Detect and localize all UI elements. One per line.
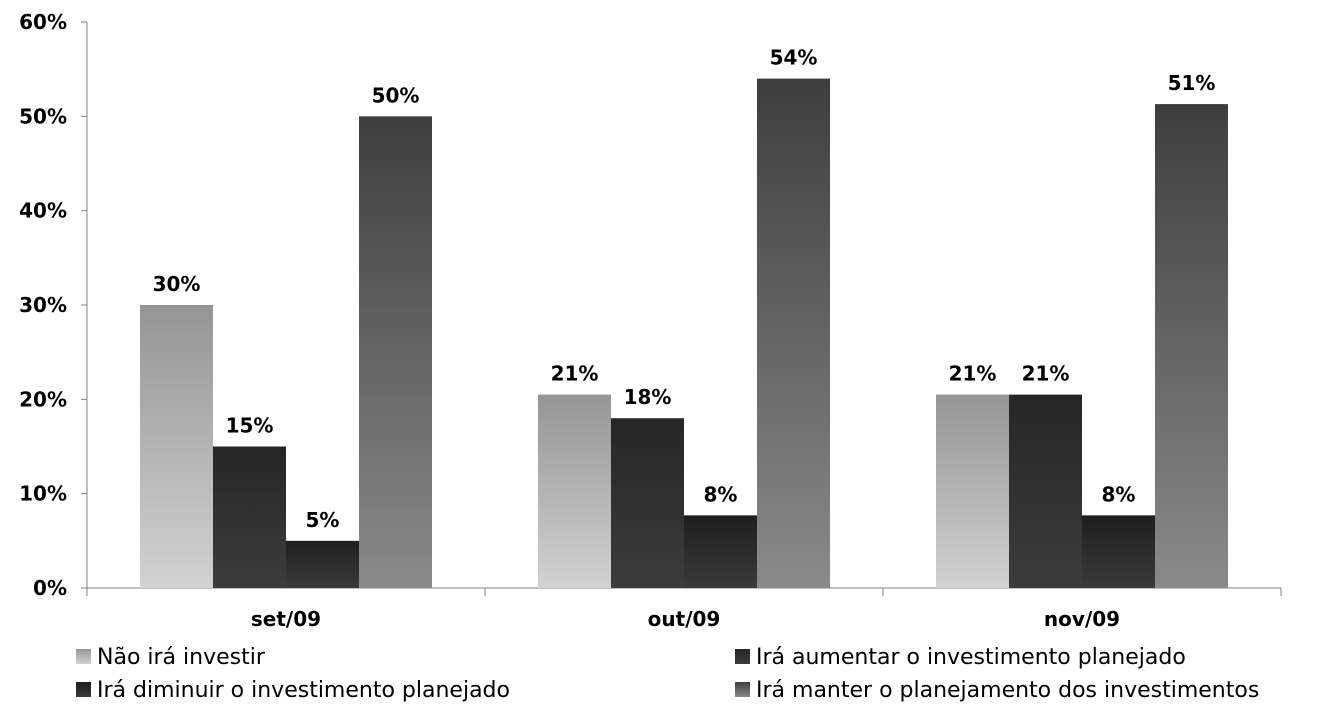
- legend: Não irá investir Irá aumentar o investime…: [76, 645, 1259, 703]
- x-category-label: out/09: [648, 607, 721, 631]
- bars: [140, 78, 1228, 588]
- data-label: 8%: [1102, 482, 1136, 506]
- x-category-label: set/09: [251, 607, 321, 631]
- legend-label: Irá aumentar o investimento planejado: [756, 645, 1186, 670]
- bar: [684, 515, 757, 588]
- legend-item: Não irá investir: [76, 645, 266, 670]
- bar: [757, 78, 830, 588]
- data-label: 54%: [770, 46, 818, 70]
- data-label: 21%: [1022, 362, 1070, 386]
- data-label: 15%: [226, 414, 274, 438]
- y-tick-label: 20%: [19, 387, 67, 411]
- x-category-label: nov/09: [1044, 607, 1120, 631]
- y-tick-label: 10%: [19, 482, 67, 506]
- bar: [1082, 515, 1155, 588]
- legend-item: Irá diminuir o investimento planejado: [76, 678, 510, 703]
- legend-item: Irá manter o planejamento dos investimen…: [735, 678, 1259, 703]
- y-tick-label: 0%: [33, 576, 67, 600]
- legend-swatch: [735, 649, 750, 664]
- data-label: 50%: [372, 83, 420, 107]
- bar: [286, 540, 359, 588]
- bar: [538, 394, 611, 588]
- data-label: 21%: [551, 362, 599, 386]
- bar: [1009, 394, 1082, 588]
- data-label: 18%: [624, 385, 672, 409]
- legend-swatch: [76, 682, 91, 697]
- legend-item: Irá aumentar o investimento planejado: [735, 645, 1186, 670]
- y-tick-label: 30%: [19, 293, 67, 317]
- bar: [359, 116, 432, 588]
- data-labels: 30% 15% 5% 50% 21% 18% 8% 54% 21% 21% 8% 51%: [153, 46, 1216, 532]
- y-tick-label: 60%: [19, 10, 67, 34]
- legend-label: Não irá investir: [97, 645, 266, 670]
- axes: 0% 10% 20% 30% 40% 50% 60% set/09 out/09 nov/09: [19, 10, 1282, 631]
- legend-swatch: [735, 682, 750, 697]
- bar: [1155, 104, 1228, 588]
- y-tick-label: 50%: [19, 104, 67, 128]
- legend-label: Irá diminuir o investimento planejado: [97, 678, 510, 703]
- bar: [611, 418, 684, 588]
- bar: [936, 394, 1009, 588]
- legend-label: Irá manter o planejamento dos investimen…: [756, 678, 1259, 703]
- data-label: 8%: [704, 482, 738, 506]
- data-label: 51%: [1168, 71, 1216, 95]
- bar: [140, 305, 213, 588]
- legend-swatch: [76, 649, 91, 664]
- data-label: 5%: [306, 508, 340, 532]
- bar: [213, 446, 286, 588]
- data-label: 30%: [153, 272, 201, 296]
- y-tick-label: 40%: [19, 199, 67, 223]
- data-label: 21%: [949, 362, 997, 386]
